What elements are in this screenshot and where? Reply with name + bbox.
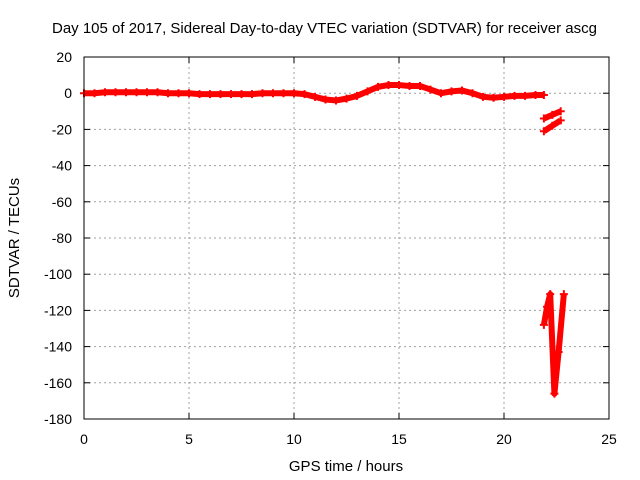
data-point (556, 116, 565, 125)
data-point (426, 85, 435, 94)
data-point (384, 81, 393, 90)
y-tick-label: -40 (52, 158, 72, 174)
data-point (458, 86, 466, 95)
data-point (550, 389, 559, 398)
data-point (554, 348, 563, 357)
data-point (216, 90, 225, 99)
y-tick-label: -120 (44, 302, 72, 318)
data-point (531, 91, 540, 100)
x-tick-label: 20 (496, 431, 512, 447)
x-axis-label: GPS time / hours (289, 458, 403, 475)
y-tick-labels: 20 0 -20 -40 -60 -80 -100 -120 -140 -160 -180 (44, 49, 72, 427)
data-point (300, 90, 309, 99)
data-point (101, 88, 109, 97)
data-point (164, 89, 172, 98)
data-point (479, 92, 487, 101)
y-tick-label: -100 (44, 266, 72, 282)
data-point (321, 95, 330, 104)
data-point (248, 90, 256, 99)
x-tick-label: 10 (286, 431, 302, 447)
chart-title: Day 105 of 2017, Sidereal Day-to-day VTE… (52, 20, 597, 37)
y-tick-label: -180 (44, 411, 72, 427)
data-point (342, 94, 351, 103)
data-point (543, 302, 552, 311)
data-point (311, 92, 319, 101)
data-point (405, 81, 414, 90)
data-point (353, 91, 361, 100)
data-series (80, 81, 568, 398)
data-point (132, 88, 141, 97)
y-tick-label: -140 (44, 339, 72, 355)
data-point (111, 88, 120, 97)
y-tick-label: -20 (52, 121, 72, 137)
data-point (539, 91, 548, 100)
data-point (546, 290, 555, 299)
data-point (195, 90, 204, 99)
x-tick-label: 15 (391, 431, 407, 447)
y-tick-label: -80 (52, 230, 72, 246)
data-point (290, 89, 298, 98)
data-point (174, 89, 183, 98)
grid (84, 57, 609, 419)
data-point (395, 81, 403, 90)
data-point (548, 121, 557, 130)
data-point (374, 82, 382, 91)
plot-frame (83, 56, 610, 420)
x-tick-labels: 0 5 10 15 20 25 (80, 431, 617, 447)
data-point (556, 107, 565, 116)
y-tick-label: 20 (56, 49, 72, 65)
x-tick-label: 5 (185, 431, 193, 447)
data-point (416, 81, 424, 90)
data-point (539, 320, 548, 329)
data-point (185, 89, 193, 98)
data-point (258, 89, 267, 98)
data-point (437, 89, 445, 98)
data-point (206, 90, 214, 99)
data-point (279, 89, 288, 98)
x-tick-label: 0 (80, 431, 88, 447)
data-point (363, 87, 372, 96)
y-tick-label: -160 (44, 375, 72, 391)
data-point (489, 93, 498, 102)
data-point (548, 110, 557, 119)
data-point (90, 89, 99, 98)
data-point (237, 90, 246, 99)
y-axis-label: SDTVAR / TECUs (6, 178, 23, 298)
data-point (227, 90, 235, 99)
data-point (269, 89, 277, 98)
data-point (521, 91, 529, 100)
data-point (143, 88, 151, 97)
data-point (122, 88, 130, 97)
data-point (153, 88, 162, 97)
data-point (447, 87, 456, 96)
data-point (500, 92, 508, 101)
y-tick-label: -60 (52, 194, 72, 210)
data-point (539, 114, 548, 123)
data-point (332, 96, 340, 105)
data-point (510, 91, 519, 100)
y-tick-label: 0 (64, 85, 72, 101)
data-point (468, 89, 477, 98)
data-point (559, 290, 568, 299)
x-tick-label: 25 (601, 431, 617, 447)
data-point (539, 127, 548, 136)
